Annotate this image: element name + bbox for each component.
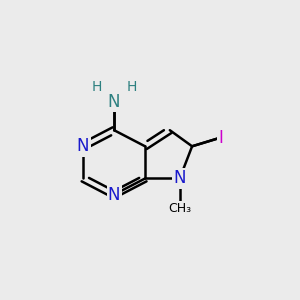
Text: H: H [92, 80, 102, 94]
Text: N: N [108, 186, 120, 204]
Text: CH₃: CH₃ [168, 202, 191, 215]
Text: N: N [77, 137, 89, 155]
Text: I: I [218, 129, 223, 147]
Text: N: N [173, 169, 186, 188]
Text: H: H [126, 80, 136, 94]
Text: N: N [108, 93, 120, 111]
